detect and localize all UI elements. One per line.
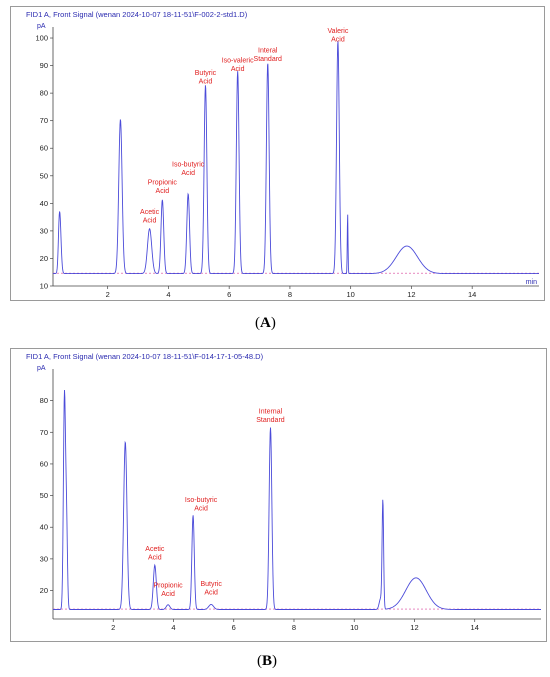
- x-tick-label-b: 6: [232, 623, 236, 632]
- peak-label-a-4: Iso-valeric Acid: [222, 57, 254, 72]
- y-unit-label-a: pA: [37, 23, 46, 30]
- peak-label-line: Valeric: [327, 28, 348, 35]
- x-tick-label-a: 12: [407, 290, 415, 299]
- y-tick-label-a: 60: [40, 144, 48, 153]
- peak-label-line: Iso-butyric: [172, 162, 205, 169]
- peak-label-line: Acetic: [145, 546, 165, 553]
- peak-label-a-3: Butyric Acid: [195, 70, 217, 86]
- y-tick-label-a: 100: [35, 34, 48, 43]
- peak-label-a-1: Propionic Acid: [148, 180, 178, 196]
- peak-label-line: Acid: [231, 66, 245, 73]
- peak-label-a-6: Valeric Acid: [327, 28, 348, 44]
- x-tick-label-a: 6: [227, 290, 231, 299]
- x-tick-label-a: 2: [106, 290, 110, 299]
- y-tick-label-b: 50: [40, 491, 48, 500]
- y-tick-label-b: 30: [40, 554, 48, 563]
- caption-a: (A): [255, 315, 276, 331]
- x-tick-label-a: 4: [166, 290, 170, 299]
- signal-trace-b: [53, 389, 541, 610]
- y-unit-label-b: pA: [37, 365, 46, 372]
- y-tick-label-a: 80: [40, 89, 48, 98]
- peak-label-b-4: Internal Standard: [256, 408, 285, 424]
- peak-label-line: Acid: [181, 170, 195, 177]
- x-tick-label-b: 2: [111, 623, 115, 632]
- signal-trace-a: [53, 41, 539, 275]
- y-tick-label-b: 60: [40, 459, 48, 468]
- y-tick-label-a: 20: [40, 254, 48, 263]
- peak-label-line: Internal: [259, 408, 283, 415]
- peak-label-a-2: Iso-butyric Acid: [172, 162, 205, 178]
- peak-label-line: Acid: [331, 37, 345, 44]
- x-tick-label-b: 4: [171, 623, 175, 632]
- y-tick-label-a: 30: [40, 226, 48, 235]
- y-tick-label-b: 20: [40, 586, 48, 595]
- caption-b: (B): [257, 653, 278, 669]
- peak-label-line: Acid: [204, 589, 218, 596]
- peak-label-line: Acid: [156, 188, 170, 195]
- peak-label-line: Iso-valeric: [222, 57, 254, 64]
- chart-title-b: FID1 A, Front Signal (wenan 2024-10-07 1…: [26, 352, 264, 361]
- x-tick-label-a: 14: [468, 290, 476, 299]
- chart-title-a: FID1 A, Front Signal (wenan 2024-10-07 1…: [26, 10, 248, 19]
- peak-label-line: Propionic: [153, 582, 183, 589]
- x-tick-label-b: 14: [471, 623, 479, 632]
- peak-label-line: Acid: [199, 78, 213, 85]
- peak-label-line: Butyric: [200, 581, 222, 588]
- y-tick-label-b: 80: [40, 396, 48, 405]
- peak-label-line: Acetic: [140, 209, 160, 216]
- chromatogram-panel-a: FID1 A, Front Signal (wenan 2024-10-07 1…: [10, 6, 545, 301]
- peak-label-line: Iso-butyric: [185, 497, 218, 504]
- chromatogram-a-plot: 10 20 30 40 50 60 70 80 90 100 2 4 6 8 10 12 14 pA min Acet…: [35, 23, 539, 299]
- x-tick-label-b: 8: [292, 623, 296, 632]
- peak-label-line: Butyric: [195, 70, 217, 77]
- peak-label-line: Standard: [254, 56, 283, 63]
- y-tick-label-a: 90: [40, 61, 48, 70]
- y-tick-label-b: 70: [40, 428, 48, 437]
- peak-label-line: Acid: [194, 505, 208, 512]
- peak-label-line: Standard: [256, 417, 285, 424]
- x-tick-label-a: 8: [288, 290, 292, 299]
- x-tick-label-b: 12: [410, 623, 418, 632]
- peak-label-line: Interal: [258, 47, 278, 54]
- peak-label-line: Acid: [161, 591, 175, 598]
- peak-label-line: Acid: [148, 554, 162, 561]
- y-tick-label-a: 50: [40, 171, 48, 180]
- peak-label-b-1: Propionic Acid: [153, 582, 183, 598]
- peak-label-a-5: Interal Standard: [254, 47, 283, 63]
- x-tick-label-b: 10: [350, 623, 358, 632]
- peak-label-b-0: Acetic Acid: [145, 546, 165, 562]
- peak-label-a-0: Acetic Acid: [140, 209, 160, 225]
- peak-label-line: Propionic: [148, 180, 178, 187]
- chromatogram-panel-b: FID1 A, Front Signal (wenan 2024-10-07 1…: [10, 348, 547, 642]
- y-tick-label-a: 10: [40, 282, 48, 291]
- y-tick-label-b: 40: [40, 523, 48, 532]
- x-unit-label-a: min: [526, 279, 537, 286]
- peak-label-line: Acid: [143, 217, 157, 224]
- y-tick-label-a: 40: [40, 199, 48, 208]
- peak-label-b-2: Iso-butyric Acid: [185, 497, 218, 513]
- y-tick-label-a: 70: [40, 116, 48, 125]
- x-tick-label-a: 10: [347, 290, 355, 299]
- peak-label-b-3: Butyric Acid: [200, 581, 222, 597]
